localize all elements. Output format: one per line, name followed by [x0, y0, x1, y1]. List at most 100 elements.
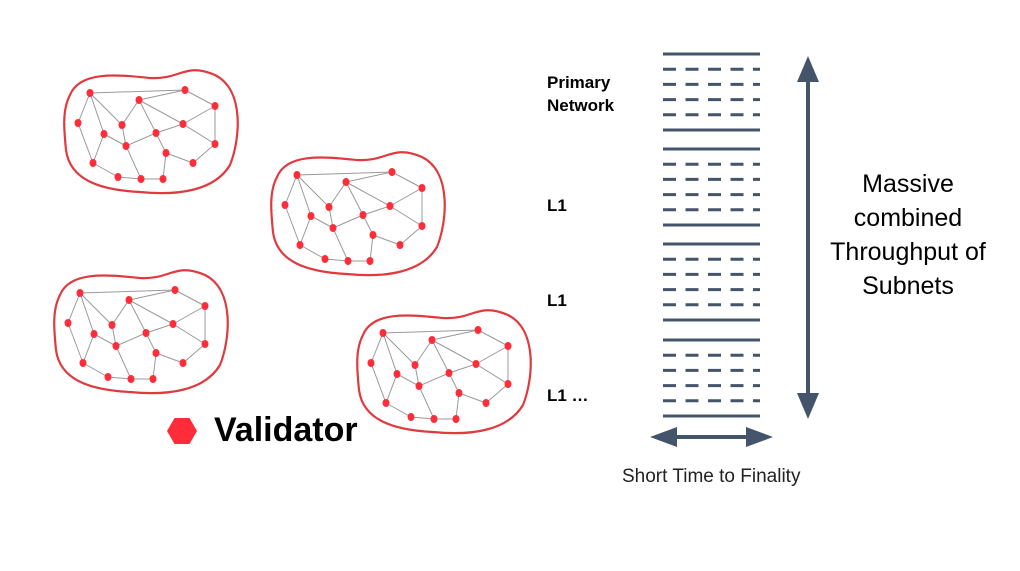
- validator-node: [452, 415, 460, 423]
- network-edge: [485, 383, 509, 404]
- network-edge: [125, 145, 142, 180]
- network-edge: [182, 123, 216, 145]
- validator-node: [152, 349, 160, 357]
- network-edge: [382, 329, 479, 334]
- network-edge: [107, 376, 132, 380]
- network-edge: [115, 345, 132, 380]
- network-edge: [162, 152, 167, 180]
- network-edge: [399, 225, 423, 246]
- validator-node: [64, 319, 72, 327]
- network-edge: [310, 215, 334, 229]
- network-edge: [128, 289, 176, 301]
- network-edge: [67, 322, 84, 364]
- cluster-outline: [53, 269, 229, 395]
- network-edge: [477, 329, 509, 347]
- network-edge: [89, 89, 186, 94]
- network-edge: [332, 227, 349, 262]
- network-edge: [328, 181, 347, 208]
- throughput-label: Massive combined Throughput of Subnets: [830, 170, 986, 300]
- network-edge: [391, 171, 423, 189]
- network-edge: [89, 92, 105, 135]
- validator-node: [428, 336, 436, 344]
- network-edge: [67, 292, 81, 324]
- network-edge: [115, 332, 147, 347]
- network-edge: [299, 215, 312, 246]
- layer-label-l1: L1: [547, 196, 567, 215]
- network-edge: [174, 289, 206, 307]
- network-edge: [385, 402, 412, 418]
- validator-node: [504, 380, 512, 388]
- network-edge: [296, 171, 393, 176]
- network-edge: [182, 343, 206, 364]
- network-edge: [184, 89, 216, 107]
- network-edge: [299, 244, 326, 260]
- validator-node: [504, 342, 512, 350]
- network-edge: [128, 299, 147, 334]
- network-edge: [145, 323, 174, 334]
- validator-node: [125, 296, 133, 304]
- validator-node: [169, 320, 177, 328]
- validator-node: [171, 286, 179, 294]
- network-edge: [103, 133, 127, 147]
- validator-node: [104, 373, 112, 381]
- network-edge: [475, 363, 509, 385]
- layer-label-l1-more: L1 …: [547, 386, 589, 405]
- finality-label: Short Time to Finality: [622, 466, 801, 487]
- network-edge: [332, 214, 364, 229]
- validator-node: [108, 321, 116, 329]
- network-edge: [155, 123, 184, 134]
- validator-node: [329, 224, 337, 232]
- network-edge: [324, 258, 349, 262]
- network-edge: [370, 362, 387, 404]
- validator-node: [159, 175, 167, 183]
- validator-node: [369, 231, 377, 239]
- validator-node: [201, 302, 209, 310]
- validator-node: [296, 241, 304, 249]
- network-edge: [82, 362, 109, 378]
- network-edge: [410, 416, 435, 420]
- validator-node: [162, 149, 170, 157]
- validator-node: [418, 222, 426, 230]
- validator-node: [79, 359, 87, 367]
- validator-node: [112, 342, 120, 350]
- network-edge: [182, 105, 216, 125]
- validator-node: [90, 330, 98, 338]
- validator-node: [482, 399, 490, 407]
- arrow-up-head-icon: [797, 56, 819, 82]
- network-edge: [475, 345, 509, 365]
- network-edge: [382, 332, 398, 375]
- network-edge: [152, 352, 157, 380]
- network-edge: [138, 99, 157, 134]
- validator-node: [344, 257, 352, 265]
- validator-node: [89, 159, 97, 167]
- validator-node: [393, 370, 401, 378]
- subnet-cluster: [356, 309, 532, 435]
- network-edge: [296, 174, 312, 217]
- validator-node: [152, 129, 160, 137]
- network-edge: [431, 329, 479, 341]
- layer-label-primary-network: Primary Network: [547, 73, 615, 115]
- network-edge: [284, 174, 298, 206]
- validator-node: [149, 375, 157, 383]
- validator-node: [100, 130, 108, 138]
- network-edge: [431, 339, 450, 374]
- validator-node: [325, 203, 333, 211]
- network-edge: [172, 323, 206, 345]
- validator-node: [74, 119, 82, 127]
- network-edge: [125, 132, 157, 147]
- network-edge: [128, 299, 174, 325]
- validator-node: [386, 202, 394, 210]
- network-edge: [138, 89, 186, 101]
- subnet-cluster: [63, 69, 239, 195]
- network-edge: [79, 289, 176, 294]
- arrow-right-head-icon: [746, 427, 773, 447]
- validator-node: [127, 375, 135, 383]
- validator-node: [189, 159, 197, 167]
- network-edge: [117, 176, 142, 180]
- validator-node: [472, 360, 480, 368]
- network-edge: [385, 373, 398, 404]
- validator-node: [118, 121, 126, 129]
- network-edge: [79, 292, 95, 335]
